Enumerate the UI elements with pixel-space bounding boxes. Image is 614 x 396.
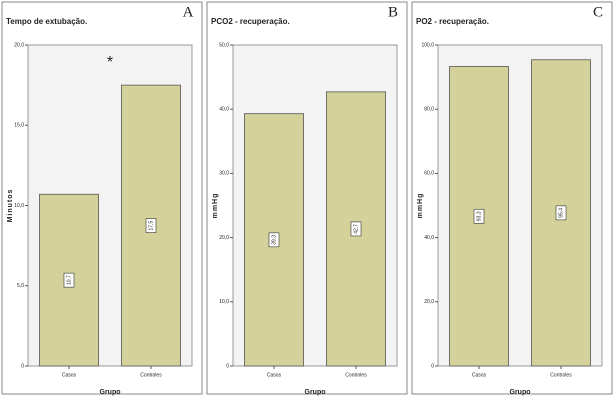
y-tick-label: 100,0 [421,42,434,48]
y-tick-label: 20,0 [219,235,229,241]
y-tick-label: 40,0 [424,235,434,241]
y-tick-label: 5,0 [17,283,24,289]
y-tick-label: 60,0 [424,171,434,177]
value-label: 17,5 [148,220,154,230]
y-tick-label: 20,0 [424,299,434,305]
panel-frame [411,1,613,395]
y-tick-label: 20,0 [14,42,24,48]
value-label: 93,3 [476,211,482,221]
y-tick-label: 15,0 [14,123,24,129]
x-axis-title: Grupo [305,389,326,396]
y-tick-label: 10,0 [14,203,24,209]
y-axis-title: Minutos [7,189,14,223]
x-tick-label: Casos [472,372,487,378]
x-tick-label: Casos [267,372,282,378]
value-label: 95,4 [558,208,564,218]
value-label: 39,3 [271,235,277,245]
value-label: 42,7 [353,224,359,234]
panel-frame [206,1,408,395]
value-label: 10,7 [66,275,72,285]
x-tick-label: Casos [62,372,77,378]
y-tick-label: 30,0 [219,171,229,177]
y-tick-label: 0 [21,363,24,369]
panel-label: C [593,4,603,20]
y-tick-label: 50,0 [219,42,229,48]
chart-title: PCO2 - recuperação. [211,17,290,26]
x-axis-title: Grupo [510,389,531,396]
y-tick-label: 40,0 [219,107,229,113]
value-label-box [268,232,280,248]
x-tick-label: Controles [345,372,367,378]
x-tick-label: Controles [140,372,162,378]
y-axis-title: mmHg [417,193,424,219]
panel-label: A [183,4,194,20]
value-label-box [350,221,362,237]
y-tick-label: 0 [226,363,229,369]
x-tick-label: Controles [550,372,572,378]
y-tick-label: 80,0 [424,107,434,113]
value-label-box [145,218,157,233]
panel-frame [1,1,203,395]
chart-title: Tempo de extubação. [6,17,87,26]
annotation: * [107,54,113,71]
y-tick-label: 0 [431,363,434,369]
value-label-box [473,208,485,224]
value-label-box [555,205,567,221]
value-label-box [63,272,75,288]
x-axis-title: Grupo [100,389,121,396]
y-tick-label: 10,0 [219,299,229,305]
chart-title: PO2 - recuperação. [416,17,489,26]
panel-label: B [388,4,398,20]
y-axis-title: mmHg [212,193,219,219]
